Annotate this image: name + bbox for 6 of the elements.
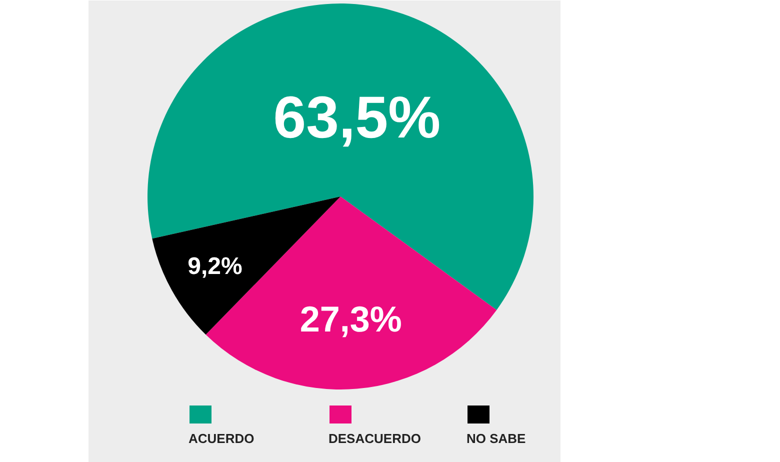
data-label: 27,3% [300, 298, 402, 340]
data-label: 63,5% [273, 84, 441, 150]
legend-label: NO SABE [466, 431, 526, 446]
legend-label: DESACUERDO [328, 431, 421, 446]
legend-label: ACUERDO [188, 431, 254, 446]
data-label: 9,2% [188, 253, 242, 280]
